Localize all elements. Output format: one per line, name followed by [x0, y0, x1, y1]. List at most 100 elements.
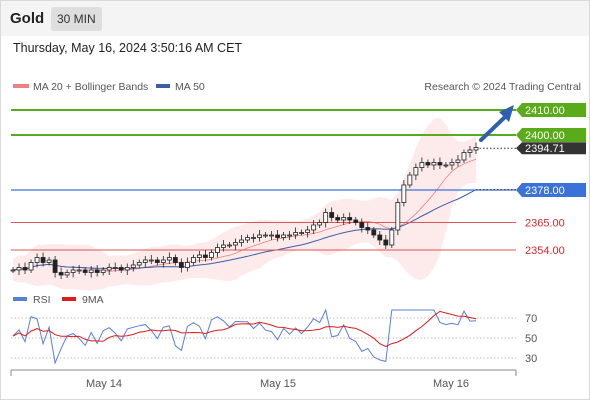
- candle-body: [197, 254, 202, 258]
- pivot-2378-tag: [516, 183, 586, 197]
- candle-body: [371, 229, 377, 236]
- candle-body: [154, 259, 160, 263]
- candle-body: [461, 152, 467, 161]
- candle-body: [227, 244, 232, 247]
- x-tick-label-may15: May 15: [260, 378, 296, 390]
- candle-body: [46, 259, 52, 263]
- candle-body: [269, 234, 274, 237]
- candle-body: [88, 269, 94, 273]
- resistance-2410-tag: [516, 103, 586, 117]
- candle-body: [58, 272, 64, 276]
- candle-body: [203, 254, 208, 258]
- instrument-title: Gold: [10, 10, 45, 27]
- rsi-layer: 70 50 30: [11, 308, 537, 365]
- candle-body: [209, 252, 214, 258]
- candle-body: [239, 239, 244, 243]
- current-price-label: 2394.71: [525, 143, 565, 155]
- candle-body: [449, 162, 455, 166]
- x-tick-label-may14: May 14: [86, 378, 122, 390]
- candle-body: [70, 269, 76, 273]
- candle-body: [383, 239, 389, 246]
- ma50-legend-label: MA 50: [175, 81, 205, 93]
- candle-body: [299, 232, 305, 234]
- candle-body: [395, 202, 401, 231]
- candle-body: [377, 234, 383, 241]
- candle-body: [221, 244, 226, 248]
- candle-body: [281, 234, 286, 238]
- candle-body: [136, 262, 142, 266]
- candle-body: [130, 264, 136, 268]
- candle-body: [148, 259, 154, 262]
- pivot-2378-label: 2378.00: [525, 185, 565, 197]
- current-price-tag: [516, 142, 586, 155]
- candle-body: [431, 162, 437, 166]
- candle-body: [166, 257, 172, 261]
- candle-body: [263, 234, 268, 237]
- x-tick-label-may16: May 16: [433, 378, 469, 390]
- resistance-2400-tag: [516, 128, 586, 142]
- bollinger-band-area: [13, 117, 476, 291]
- candle-body: [317, 222, 323, 226]
- rsi-level-label-30: 30: [525, 353, 537, 365]
- chart-datetime: Thursday, May 16, 2024 3:50:16 AM CET: [13, 41, 243, 55]
- candle-body: [425, 162, 431, 166]
- ma50-legend-swatch: [156, 84, 170, 88]
- rsi-line: [12, 308, 477, 365]
- candle-body: [10, 269, 16, 272]
- candle-body: [335, 217, 341, 221]
- candle-body: [124, 267, 130, 271]
- support-2354-label: 2354.00: [525, 245, 565, 257]
- candle-body: [64, 272, 70, 276]
- rsi-level-label-50: 50: [525, 333, 537, 345]
- candle-body: [455, 159, 461, 163]
- candle-body: [341, 217, 347, 221]
- rsi-ma9-line: [12, 310, 477, 348]
- candle-body: [305, 229, 311, 233]
- candle-body: [389, 229, 395, 246]
- candle-body: [347, 217, 353, 221]
- candle-body: [178, 262, 184, 268]
- resistance-2410-label: 2410.00: [525, 105, 565, 117]
- candle-body: [293, 232, 299, 236]
- candle-body: [419, 162, 425, 168]
- candle-body: [401, 184, 407, 203]
- candle-body: [311, 224, 317, 231]
- candle-body: [118, 267, 124, 271]
- candle-body: [467, 149, 473, 153]
- rsi-legend-label: RSI: [33, 294, 51, 306]
- candle-body: [407, 174, 413, 186]
- bollinger-legend-swatch: [13, 84, 29, 88]
- candle-body: [94, 269, 100, 273]
- candle-body: [443, 164, 449, 167]
- candle-body: [251, 237, 256, 239]
- candle-body: [257, 234, 262, 238]
- candle-body: [34, 257, 40, 263]
- candle-body: [172, 257, 178, 263]
- candle-body: [233, 242, 238, 246]
- candle-body: [473, 147, 479, 151]
- candle-body: [22, 267, 28, 271]
- candle-body: [329, 212, 335, 218]
- timeframe-badge[interactable]: 30 MIN: [51, 7, 102, 31]
- candle-body: [112, 267, 118, 269]
- resistance-2400-label: 2400.00: [525, 130, 565, 142]
- candle-body: [413, 167, 419, 176]
- bollinger-legend-label: MA 20 + Bollinger Bands: [33, 81, 148, 93]
- candle-body: [52, 259, 58, 273]
- candle-body: [28, 262, 34, 271]
- candle-body: [82, 269, 88, 273]
- candle-body: [106, 267, 112, 271]
- candle-body: [160, 259, 166, 263]
- support-2365-label: 2365.00: [525, 218, 565, 230]
- candle-body: [76, 269, 82, 272]
- rsi-level-label-70: 70: [525, 313, 537, 325]
- credit-text: Research © 2024 Trading Central: [424, 81, 581, 93]
- candle-body: [100, 269, 106, 273]
- ma9-legend-swatch: [62, 297, 76, 301]
- candle-body: [16, 267, 22, 271]
- candle-body: [437, 162, 443, 166]
- candle-body: [184, 262, 190, 268]
- candle-body: [190, 257, 196, 263]
